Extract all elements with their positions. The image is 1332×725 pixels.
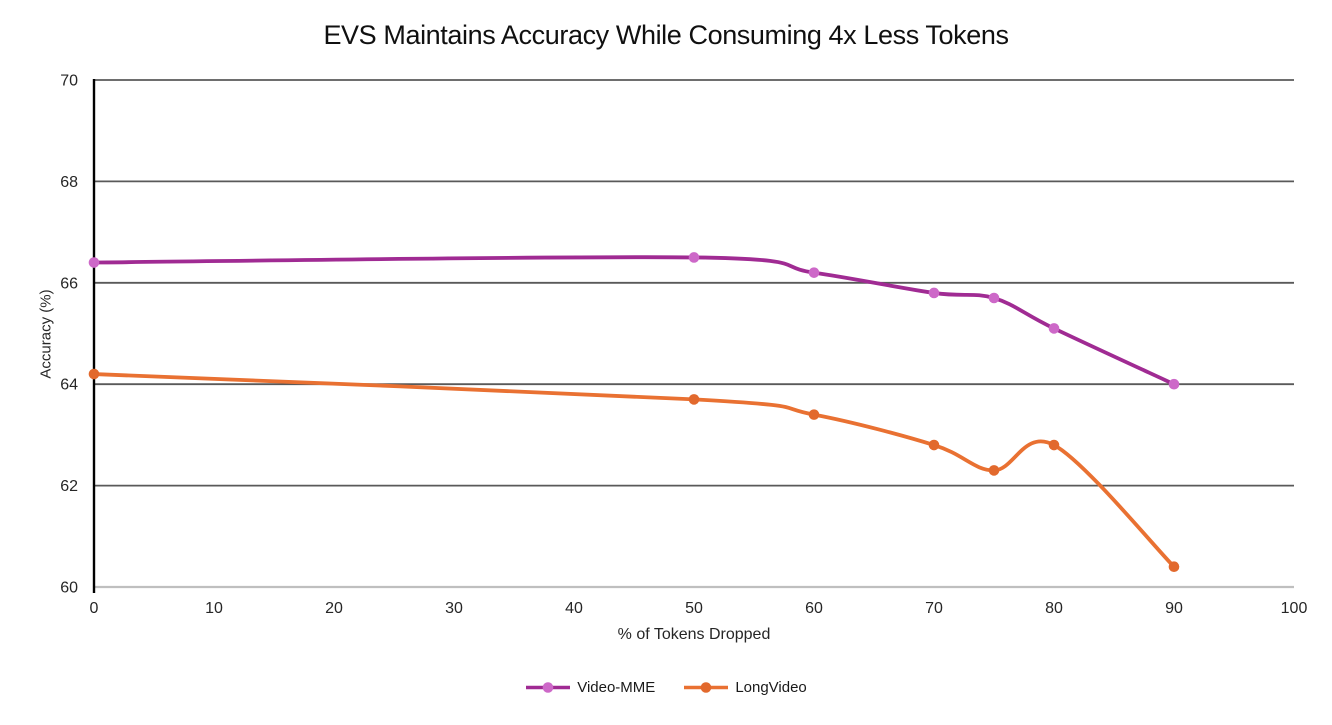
chart-title: EVS Maintains Accuracy While Consuming 4… [323,20,1009,50]
x-tick-label: 80 [1045,600,1063,617]
x-tick-label: 20 [325,600,343,617]
x-tick-label: 70 [925,600,943,617]
video-mme-line-marker-icon [526,682,571,693]
y-tick-label: 64 [60,377,78,394]
y-axis-title: Accuracy (%) [37,289,55,379]
legend-label-video-mme: Video-MME [577,679,656,696]
data-point-marker-video-mme [808,267,820,278]
legend-item-video-mme: Video-MME [525,679,655,696]
data-point-marker-longvideo [688,394,700,405]
data-point-marker-video-mme [688,252,700,263]
y-tick-label: 68 [60,174,78,191]
series-line-longvideo [92,372,1176,569]
legend: Video-MME LongVideo [0,679,1332,696]
data-point-marker-longvideo [88,368,100,380]
x-tick-label: 0 [90,600,99,617]
data-point-marker-video-mme [1048,323,1060,334]
data-point-marker-longvideo [1048,439,1060,451]
x-tick-label: 100 [1281,600,1308,617]
x-tick-label: 60 [805,600,823,617]
x-tick-label: 40 [565,600,583,617]
x-tick-label: 50 [685,600,703,617]
data-point-marker-longvideo [928,439,940,451]
x-tick-label: 30 [445,600,463,617]
data-point-marker-video-mme [928,287,940,299]
data-point-marker-video-mme [988,292,1000,304]
series-line-video-mme [92,255,1176,387]
x-tick-label: 90 [1165,600,1183,617]
y-tick-label: 62 [60,478,78,495]
data-point-marker-longvideo [808,409,820,420]
longvideo-line-marker-icon [684,682,729,693]
data-point-marker-video-mme [88,257,100,268]
y-tick-label: 70 [60,73,78,90]
x-axis-title: % of Tokens Dropped [617,626,771,643]
data-point-marker-video-mme [1168,378,1180,390]
data-point-marker-longvideo [988,465,1000,476]
x-tick-label: 10 [205,600,223,617]
legend-item-longvideo: LongVideo [683,679,807,696]
y-tick-label: 60 [60,580,78,597]
legend-label-longvideo: LongVideo [735,679,807,696]
data-point-marker-longvideo [1168,561,1180,573]
y-tick-label: 66 [60,275,78,292]
